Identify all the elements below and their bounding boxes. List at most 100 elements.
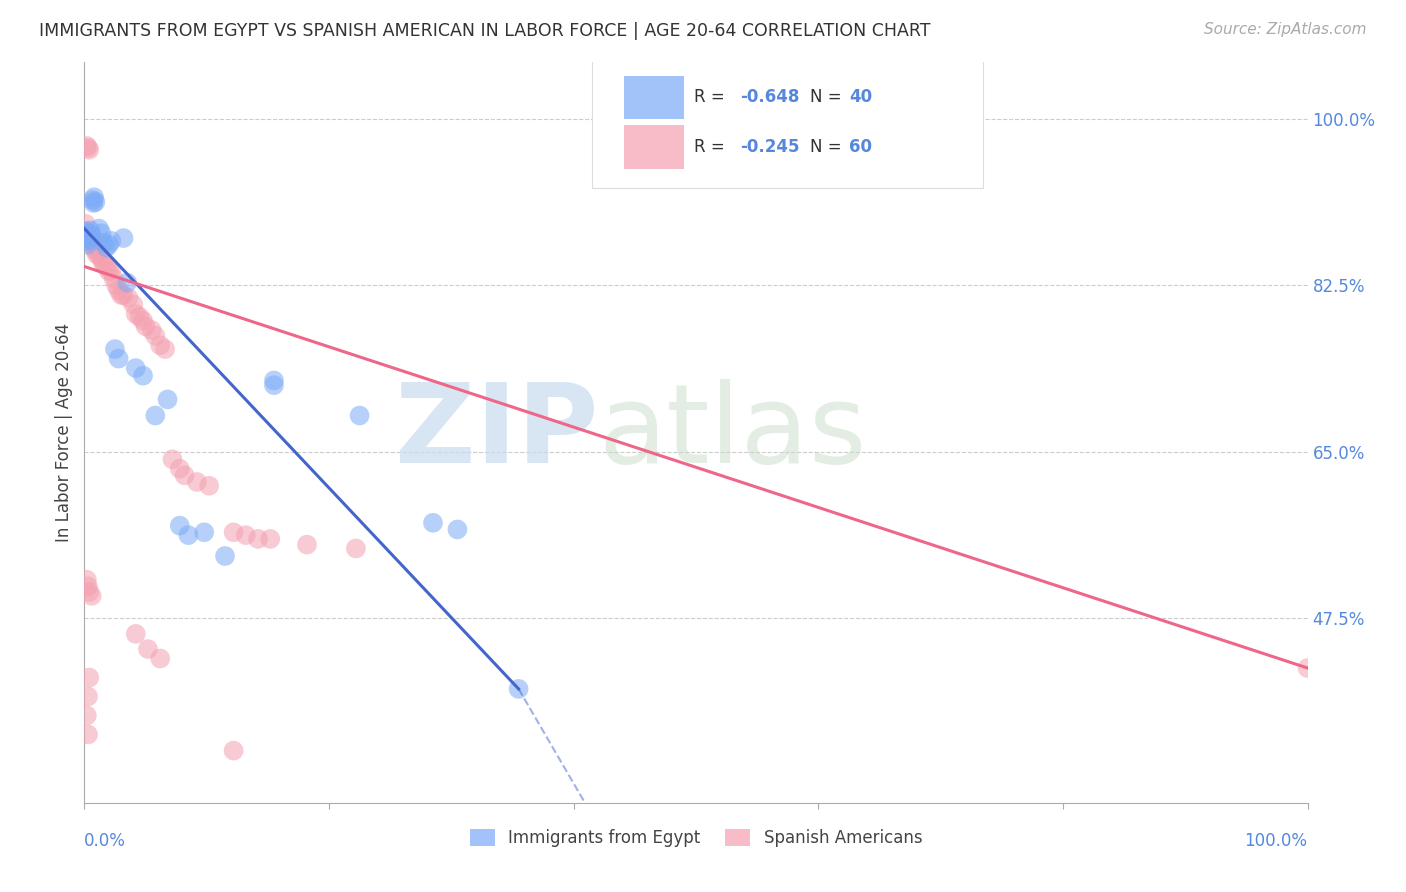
Point (80, 228, 103, 243)
Text: ZIP: ZIP (395, 379, 598, 486)
Point (422, 516, 444, 530)
Point (235, 528, 257, 542)
Point (141, 323, 163, 337)
Point (96, 260, 118, 274)
Point (77, 141, 100, 155)
FancyBboxPatch shape (624, 126, 683, 169)
Text: Source: ZipAtlas.com: Source: ZipAtlas.com (1204, 22, 1367, 37)
Point (112, 288, 135, 302)
Point (125, 627, 148, 641)
Point (76, 224, 98, 238)
Point (83, 240, 105, 255)
Point (83, 195, 105, 210)
Point (93, 235, 115, 250)
Point (80, 589, 103, 603)
Point (84, 244, 107, 258)
Point (143, 409, 166, 423)
Point (84, 194, 107, 209)
Point (247, 532, 270, 546)
Point (76, 231, 98, 245)
Point (77, 727, 100, 741)
Text: R =: R = (693, 138, 730, 156)
Point (77, 231, 100, 245)
Point (75, 217, 97, 231)
Point (149, 338, 172, 352)
Point (77, 143, 100, 157)
Point (107, 351, 129, 366)
Point (128, 310, 150, 324)
Text: N =: N = (810, 88, 846, 106)
Point (77, 228, 100, 243)
Point (77, 234, 100, 248)
Point (122, 297, 145, 311)
Point (76, 139, 98, 153)
Point (86, 247, 108, 261)
Point (80, 235, 103, 250)
Point (508, 681, 530, 696)
Text: N =: N = (810, 138, 846, 156)
Point (186, 475, 208, 489)
Text: 40: 40 (849, 88, 872, 106)
Text: 0.0%: 0.0% (84, 832, 127, 850)
Point (162, 452, 184, 467)
Point (77, 690, 100, 704)
Point (214, 549, 236, 563)
Point (91, 254, 114, 268)
Text: IMMIGRANTS FROM EGYPT VS SPANISH AMERICAN IN LABOR FORCE | AGE 20-64 CORRELATION: IMMIGRANTS FROM EGYPT VS SPANISH AMERICA… (39, 22, 931, 40)
Point (349, 409, 371, 423)
Point (77, 228, 100, 243)
Point (75, 224, 97, 238)
Point (125, 361, 148, 376)
Point (79, 234, 101, 248)
Point (100, 264, 122, 278)
Point (446, 523, 468, 537)
Text: atlas: atlas (598, 379, 866, 486)
Text: R =: R = (693, 88, 730, 106)
Point (198, 479, 221, 493)
Point (344, 541, 367, 556)
Point (143, 328, 166, 343)
Point (112, 231, 135, 245)
FancyBboxPatch shape (624, 76, 683, 120)
Point (136, 642, 159, 657)
Point (76, 237, 98, 252)
Text: 100.0%: 100.0% (1244, 832, 1308, 850)
Point (222, 525, 245, 540)
Point (87, 247, 110, 261)
Point (83, 190, 105, 204)
Point (107, 283, 129, 297)
Point (193, 525, 215, 540)
Point (80, 229, 103, 244)
Point (295, 538, 318, 552)
Point (263, 378, 285, 392)
Point (259, 532, 281, 546)
Point (1296, 661, 1319, 675)
FancyBboxPatch shape (592, 59, 983, 188)
Point (169, 518, 191, 533)
Point (117, 291, 139, 305)
Point (76, 573, 98, 587)
Point (103, 272, 125, 286)
Point (79, 223, 101, 237)
Legend: Immigrants from Egypt, Spanish Americans: Immigrants from Egypt, Spanish Americans (463, 822, 929, 854)
Point (76, 708, 98, 723)
Text: -0.245: -0.245 (740, 138, 800, 156)
Point (97, 264, 120, 278)
Point (135, 319, 157, 334)
Point (125, 307, 148, 321)
Point (132, 368, 155, 383)
Point (132, 313, 155, 327)
Point (89, 250, 111, 264)
Point (110, 288, 132, 302)
Point (87, 221, 110, 235)
Point (77, 585, 100, 599)
Point (222, 743, 245, 757)
Point (97, 237, 120, 252)
Point (77, 671, 100, 685)
Point (105, 278, 128, 293)
Point (104, 342, 127, 356)
Y-axis label: In Labor Force | Age 20-64: In Labor Force | Age 20-64 (55, 323, 73, 542)
Point (177, 528, 200, 542)
Point (153, 342, 176, 356)
Point (96, 240, 118, 255)
